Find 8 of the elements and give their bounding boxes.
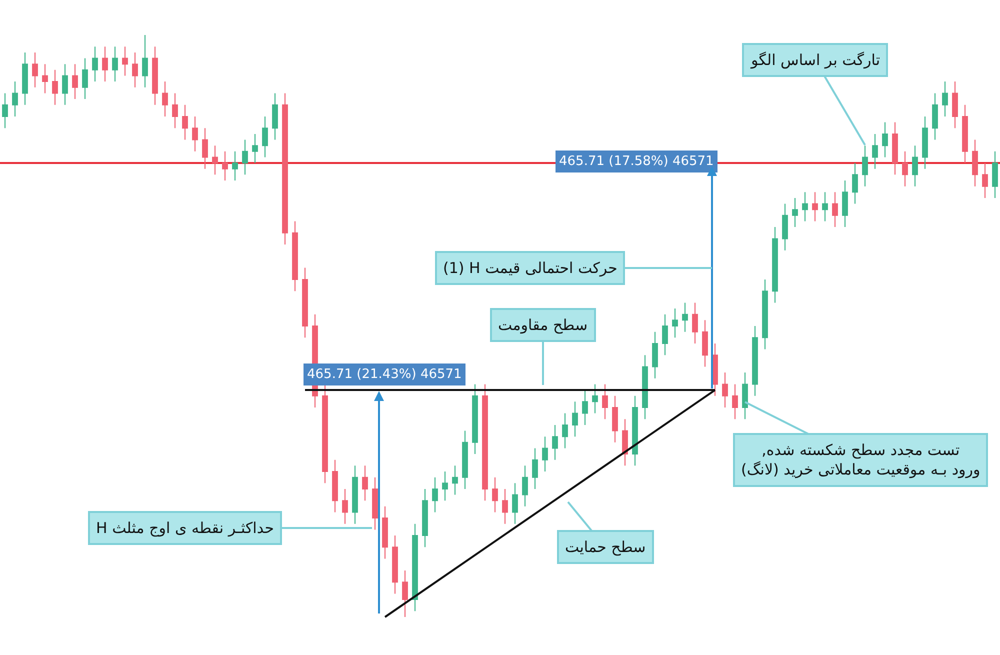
annotation: سطح مقاومت: [498, 316, 588, 334]
annotation: سطح حمایت: [565, 538, 646, 556]
annotation: (1) H حرکت احتمالی قیمت: [443, 259, 618, 277]
annotation: تارگت بر اساس الگو: [750, 51, 880, 69]
annotation: 465.71 (17.58%) 46571: [559, 154, 714, 169]
annotation: 465.71 (21.43%) 46571: [307, 367, 462, 382]
annotation: ,تست مجدد سطح شکسته شده ورود بـه موقعیت معاملاتی خرید (لانگ): [741, 441, 980, 478]
annotation: H حداکثـر نقطه ی اوج مثلث: [96, 519, 274, 537]
